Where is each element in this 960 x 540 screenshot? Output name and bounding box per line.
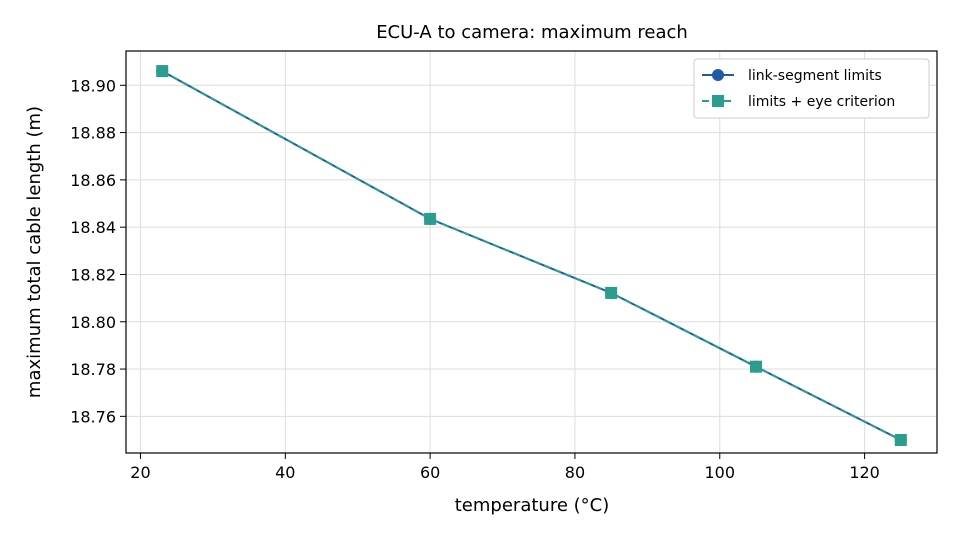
x-tick-label: 60 bbox=[420, 463, 440, 482]
y-tick-label: 18.82 bbox=[70, 265, 116, 284]
series-layer bbox=[156, 65, 907, 446]
data-point bbox=[156, 65, 169, 78]
x-axis-label: temperature (°C) bbox=[455, 495, 609, 516]
x-tick-label: 120 bbox=[849, 463, 880, 482]
y-axis-label: maximum total cable length (m) bbox=[24, 106, 45, 398]
legend-label-link-segment: link-segment limits bbox=[748, 68, 882, 84]
plot-frame bbox=[125, 50, 938, 454]
ticks: 20 40 60 80 100 120 18.76 18.78 18.80 18.82 18.84 1… bbox=[70, 76, 880, 482]
legend-label-eye-criterion: limits + eye criterion bbox=[748, 94, 895, 110]
chart-title: ECU-A to camera: maximum reach bbox=[376, 22, 688, 43]
y-tick-label: 18.86 bbox=[70, 171, 116, 190]
y-tick-label: 18.78 bbox=[70, 360, 116, 379]
series-2 bbox=[156, 65, 907, 446]
data-point bbox=[605, 286, 618, 299]
x-tick-label: 80 bbox=[565, 463, 585, 482]
x-tick-label: 100 bbox=[704, 463, 735, 482]
legend-marker-circle bbox=[712, 69, 724, 81]
data-point bbox=[424, 212, 437, 225]
data-point bbox=[894, 433, 907, 446]
x-tick-label: 40 bbox=[275, 463, 295, 482]
data-point bbox=[749, 360, 762, 373]
x-tick-label: 20 bbox=[130, 463, 150, 482]
grid bbox=[126, 51, 937, 453]
y-tick-label: 18.80 bbox=[70, 313, 116, 332]
legend-box bbox=[693, 58, 930, 119]
legend: link-segment limits limits + eye criteri… bbox=[693, 58, 930, 119]
y-tick-label: 18.84 bbox=[70, 218, 116, 237]
y-tick-label: 18.90 bbox=[70, 76, 116, 95]
y-tick-label: 18.88 bbox=[70, 124, 116, 143]
legend-marker-square bbox=[712, 95, 724, 107]
y-tick-label: 18.76 bbox=[70, 407, 116, 426]
